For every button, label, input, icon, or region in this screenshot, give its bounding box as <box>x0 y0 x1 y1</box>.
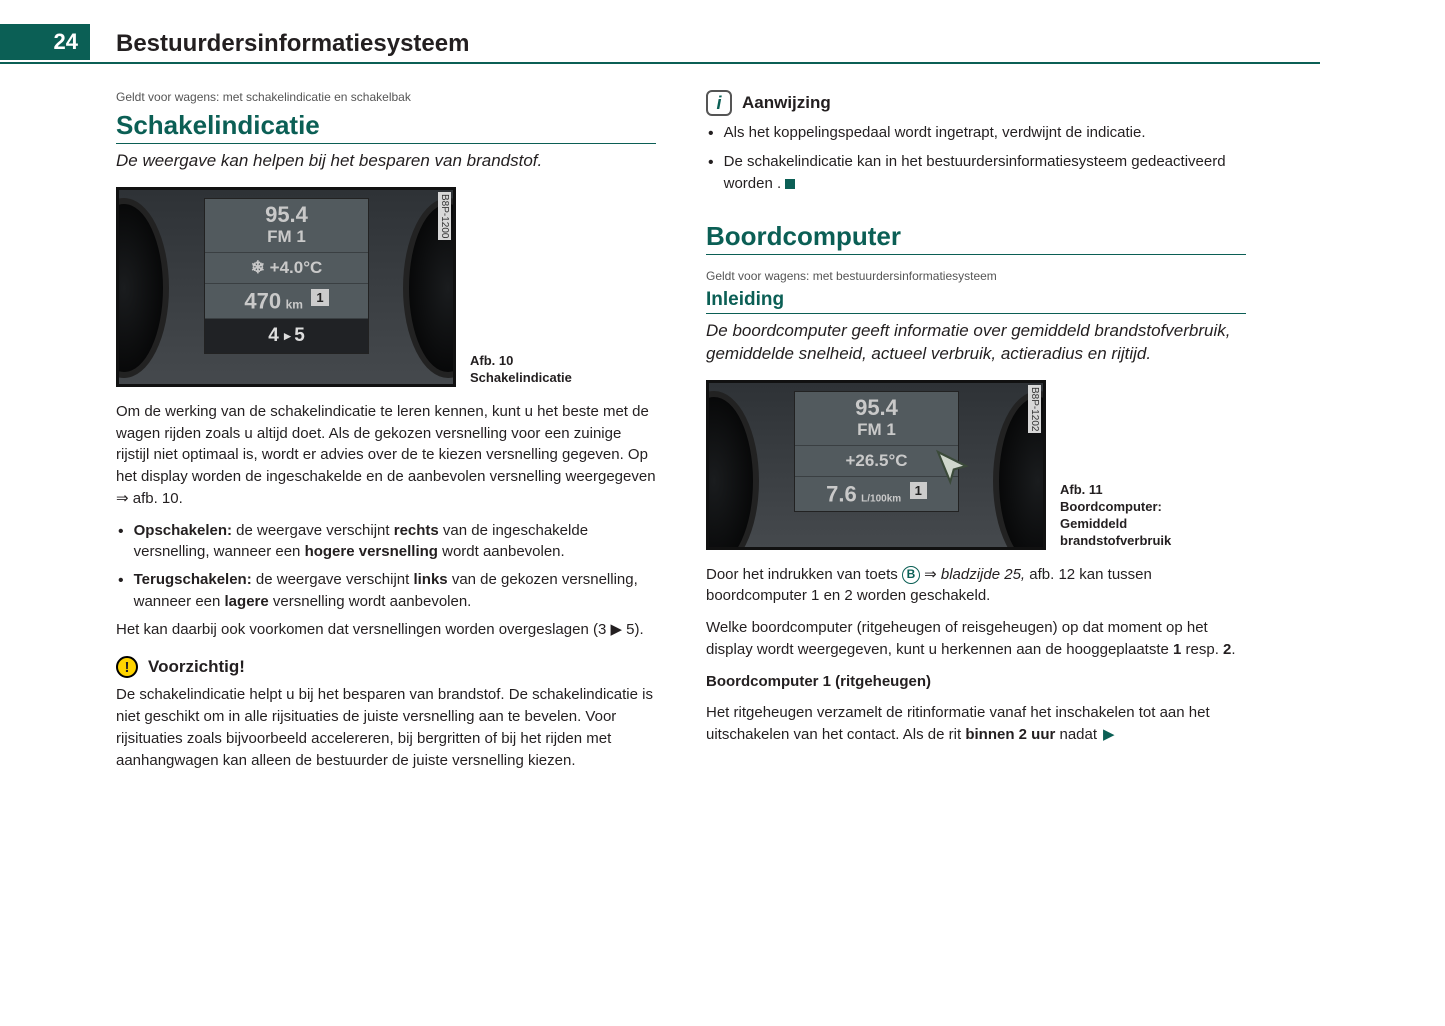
shift-to: 5 <box>294 325 305 346</box>
note-label: Aanwijzing <box>742 93 831 113</box>
bullet-label: Terugschakelen: <box>134 571 252 588</box>
figure-number: Afb. 11 <box>1060 482 1103 497</box>
text: nadat <box>1055 726 1097 743</box>
cursor-icon <box>931 445 973 487</box>
subheading-bc1: Boordcomputer 1 (ritgeheugen) <box>706 671 1246 693</box>
caution-label: Voorzichtig! <box>148 657 245 677</box>
applies-note: Geldt voor wagens: met schakelindicatie … <box>116 90 656 104</box>
text: ⇒ <box>920 566 941 583</box>
dashboard-image: B8P-1202 95.4 FM 1 +26.5°C 7.6 L/100km 1 <box>706 380 1046 550</box>
lcd-freq-value: 95.4 <box>265 202 308 227</box>
figure-10-caption: Afb. 10 Schakelindicatie <box>470 353 610 387</box>
image-code: B8P-1200 <box>438 192 451 240</box>
caution-icon: ! <box>116 656 138 678</box>
lcd-freq-value: 95.4 <box>855 395 898 420</box>
lcd-band: FM 1 <box>857 420 896 439</box>
text: resp. <box>1181 641 1223 658</box>
section-end-icon <box>785 179 795 189</box>
paragraph-which: Welke boordcomputer (ritgeheugen of reis… <box>706 617 1246 661</box>
paragraph-intro: Om de werking van de schakelindicatie te… <box>116 401 656 510</box>
bullet-bold: lagere <box>225 593 269 610</box>
continuation-arrow-icon: ▶ <box>1103 724 1115 746</box>
lcd-shift-advice: 4 ▸ 5 <box>205 319 368 353</box>
lcd-range-value: 470 <box>244 288 281 313</box>
caution-heading: ! Voorzichtig! <box>116 656 656 678</box>
image-code: B8P-1202 <box>1028 385 1041 433</box>
lcd-memory-indicator: 1 <box>910 482 927 499</box>
section-title-boordcomputer: Boordcomputer <box>706 221 1246 255</box>
lcd-memory-indicator: 1 <box>311 289 328 306</box>
header-rule <box>0 62 1320 64</box>
gauge-left <box>706 391 759 550</box>
left-column: Geldt voor wagens: met schakelindicatie … <box>116 90 656 781</box>
page-reference: bladzijde 25, <box>941 566 1025 583</box>
page-number: 24 <box>0 24 90 60</box>
bullet-bold: rechts <box>394 522 439 539</box>
bullet-text: de weergave verschijnt <box>232 522 394 539</box>
caution-text: De schakelindicatie helpt u bij het besp… <box>116 684 656 771</box>
lcd-band: FM 1 <box>267 227 306 246</box>
bullet-label: Opschakelen: <box>134 522 232 539</box>
note-bullet-2: De schakelindicatie kan in het bestuurde… <box>706 151 1246 195</box>
lcd-display: 95.4 FM 1 ❄ +4.0°C 470 km 1 4 ▸ 5 <box>204 198 369 354</box>
bullet-text: de weergave verschijnt <box>252 571 414 588</box>
info-icon: i <box>706 90 732 116</box>
shift-arrow-icon: ▸ <box>284 328 294 343</box>
gauge-left <box>116 198 169 378</box>
lcd-range-unit: km <box>286 297 303 311</box>
subsection-title-inleiding: Inleiding <box>706 289 1246 314</box>
section-title-schakelindicatie: Schakelindicatie <box>116 110 656 144</box>
note-bullet-1: Als het koppelingspedaal wordt ingetrapt… <box>706 122 1246 145</box>
figure-11: B8P-1202 95.4 FM 1 +26.5°C 7.6 L/100km 1 <box>706 380 1246 550</box>
text: Welke boordcomputer (ritgeheugen of reis… <box>706 619 1208 658</box>
bullet-bold: links <box>413 571 447 588</box>
bullet-downshift: Terugschakelen: de weergave verschijnt l… <box>116 569 656 613</box>
bullet-bold: hogere versnelling <box>305 543 438 560</box>
content-columns: Geldt voor wagens: met schakelindicatie … <box>116 90 1405 781</box>
paragraph-switch: Door het indrukken van toets B ⇒ bladzij… <box>706 564 1246 608</box>
figure-10: B8P-1200 95.4 FM 1 ❄ +4.0°C 470 km 1 4 ▸ <box>116 187 656 387</box>
lcd-cons-value: 7.6 <box>826 481 857 506</box>
lcd-frequency: 95.4 FM 1 <box>205 199 368 253</box>
shift-from: 4 <box>268 325 279 346</box>
bullet-text: versnelling wordt aanbevolen. <box>269 593 472 610</box>
right-column: i Aanwijzing Als het koppelingspedaal wo… <box>706 90 1246 781</box>
lcd-frequency: 95.4 FM 1 <box>795 392 958 446</box>
text: . <box>1231 641 1235 658</box>
note-text: Als het koppelingspedaal wordt ingetrapt… <box>724 122 1246 145</box>
header-title: Bestuurdersinformatiesysteem <box>116 30 469 58</box>
bullet-text: wordt aanbevolen. <box>438 543 565 560</box>
text: Door het indrukken van toets <box>706 566 902 583</box>
lead-text: De boordcomputer geeft informatie over g… <box>706 320 1246 366</box>
lcd-temperature: ❄ +4.0°C <box>205 253 368 284</box>
lcd-cons-unit: L/100km <box>861 493 901 504</box>
text: Het ritgeheugen verzamelt de ritinformat… <box>706 704 1210 743</box>
note-text: De schakelindicatie kan in het bestuurde… <box>724 153 1226 192</box>
figure-11-caption: Afb. 11 Boordcomputer: Gemiddeld brandst… <box>1060 482 1200 550</box>
paragraph-skip: Het kan daarbij ook voorkomen dat versne… <box>116 619 656 641</box>
figure-caption-text: Schakelindicatie <box>470 370 572 385</box>
paragraph-ritgeheugen: Het ritgeheugen verzamelt de ritinformat… <box>706 702 1246 746</box>
figure-caption-text: Boordcomputer: Gemiddeld brandstofverbru… <box>1060 499 1171 548</box>
dashboard-image: B8P-1200 95.4 FM 1 ❄ +4.0°C 470 km 1 4 ▸ <box>116 187 456 387</box>
bullet-upshift: Opschakelen: de weergave verschijnt rech… <box>116 520 656 564</box>
lcd-range: 470 km 1 <box>205 284 368 319</box>
note-heading: i Aanwijzing <box>706 90 1246 116</box>
lead-text: De weergave kan helpen bij het besparen … <box>116 150 656 173</box>
applies-note: Geldt voor wagens: met bestuurdersinform… <box>706 269 1246 283</box>
text-bold: binnen 2 uur <box>965 726 1055 743</box>
figure-number: Afb. 10 <box>470 353 513 368</box>
button-b-icon: B <box>902 566 920 584</box>
